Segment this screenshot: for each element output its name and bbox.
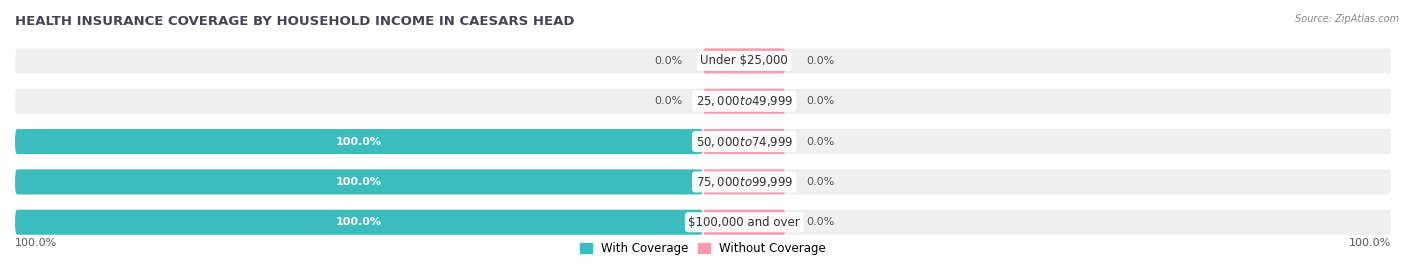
FancyBboxPatch shape xyxy=(15,210,1391,235)
Text: 0.0%: 0.0% xyxy=(806,217,834,227)
Text: 0.0%: 0.0% xyxy=(806,137,834,147)
Text: $100,000 and over: $100,000 and over xyxy=(689,216,800,229)
FancyBboxPatch shape xyxy=(15,210,703,235)
Text: 100.0%: 100.0% xyxy=(336,217,382,227)
FancyBboxPatch shape xyxy=(15,89,1391,114)
Text: 0.0%: 0.0% xyxy=(806,56,834,66)
Text: 0.0%: 0.0% xyxy=(654,56,682,66)
FancyBboxPatch shape xyxy=(15,129,1391,154)
FancyBboxPatch shape xyxy=(703,169,786,194)
Text: HEALTH INSURANCE COVERAGE BY HOUSEHOLD INCOME IN CAESARS HEAD: HEALTH INSURANCE COVERAGE BY HOUSEHOLD I… xyxy=(15,15,575,28)
Text: 100.0%: 100.0% xyxy=(336,177,382,187)
FancyBboxPatch shape xyxy=(15,129,703,154)
FancyBboxPatch shape xyxy=(15,48,1391,73)
FancyBboxPatch shape xyxy=(703,210,786,235)
FancyBboxPatch shape xyxy=(703,48,786,73)
Text: $50,000 to $74,999: $50,000 to $74,999 xyxy=(696,134,793,149)
Text: 0.0%: 0.0% xyxy=(806,177,834,187)
FancyBboxPatch shape xyxy=(15,169,703,194)
Text: $75,000 to $99,999: $75,000 to $99,999 xyxy=(696,175,793,189)
FancyBboxPatch shape xyxy=(703,129,786,154)
Text: 0.0%: 0.0% xyxy=(806,96,834,106)
Text: Under $25,000: Under $25,000 xyxy=(700,55,789,68)
Text: 100.0%: 100.0% xyxy=(336,137,382,147)
FancyBboxPatch shape xyxy=(15,169,1391,194)
Text: Source: ZipAtlas.com: Source: ZipAtlas.com xyxy=(1295,14,1399,23)
Legend: With Coverage, Without Coverage: With Coverage, Without Coverage xyxy=(579,242,827,255)
Text: 100.0%: 100.0% xyxy=(1348,238,1391,248)
Text: $25,000 to $49,999: $25,000 to $49,999 xyxy=(696,94,793,108)
Text: 0.0%: 0.0% xyxy=(654,96,682,106)
Text: 100.0%: 100.0% xyxy=(15,238,58,248)
FancyBboxPatch shape xyxy=(703,89,786,114)
